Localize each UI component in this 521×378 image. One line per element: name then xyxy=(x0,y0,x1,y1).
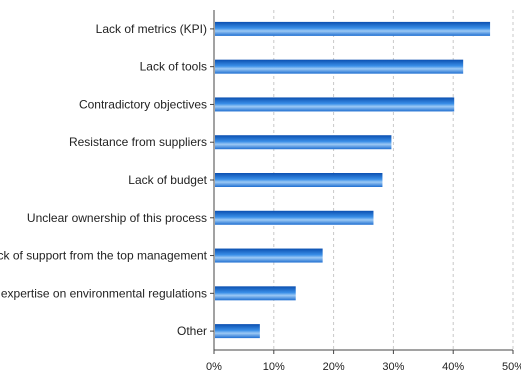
x-tick-label: 50% xyxy=(502,361,521,373)
category-label: Unclear ownership of this process xyxy=(27,211,207,225)
x-tick-label: 10% xyxy=(263,361,285,373)
category-label: Resistance from suppliers xyxy=(69,135,207,149)
bar xyxy=(215,210,374,225)
x-tick-label: 40% xyxy=(442,361,464,373)
axes xyxy=(210,10,514,354)
category-label: Lack of metrics (KPI) xyxy=(96,22,207,36)
category-labels: Lack of metrics (KPI) Lack of tools Contra… xyxy=(0,22,208,338)
bar xyxy=(215,135,392,150)
category-label: Contradictory objectives xyxy=(79,97,207,111)
bar xyxy=(215,173,383,187)
bar xyxy=(215,324,260,339)
bar xyxy=(215,248,323,263)
category-label: Lack of expertise on environmental regul… xyxy=(0,286,207,300)
bar xyxy=(215,286,296,301)
category-label: Lack of support from the top management xyxy=(0,249,208,263)
bar xyxy=(215,21,491,36)
bar xyxy=(215,59,464,74)
bars xyxy=(215,21,491,339)
category-label: Other xyxy=(177,324,207,338)
bar xyxy=(215,97,455,112)
category-label: Lack of tools xyxy=(140,60,207,74)
x-tick-labels: 0% 10% 20% 30% 40% 50% xyxy=(206,361,521,373)
category-label: Lack of budget xyxy=(128,173,207,187)
x-tick-label: 0% xyxy=(206,361,222,373)
x-tick-label: 20% xyxy=(323,361,345,373)
x-tick-label: 30% xyxy=(382,361,404,373)
